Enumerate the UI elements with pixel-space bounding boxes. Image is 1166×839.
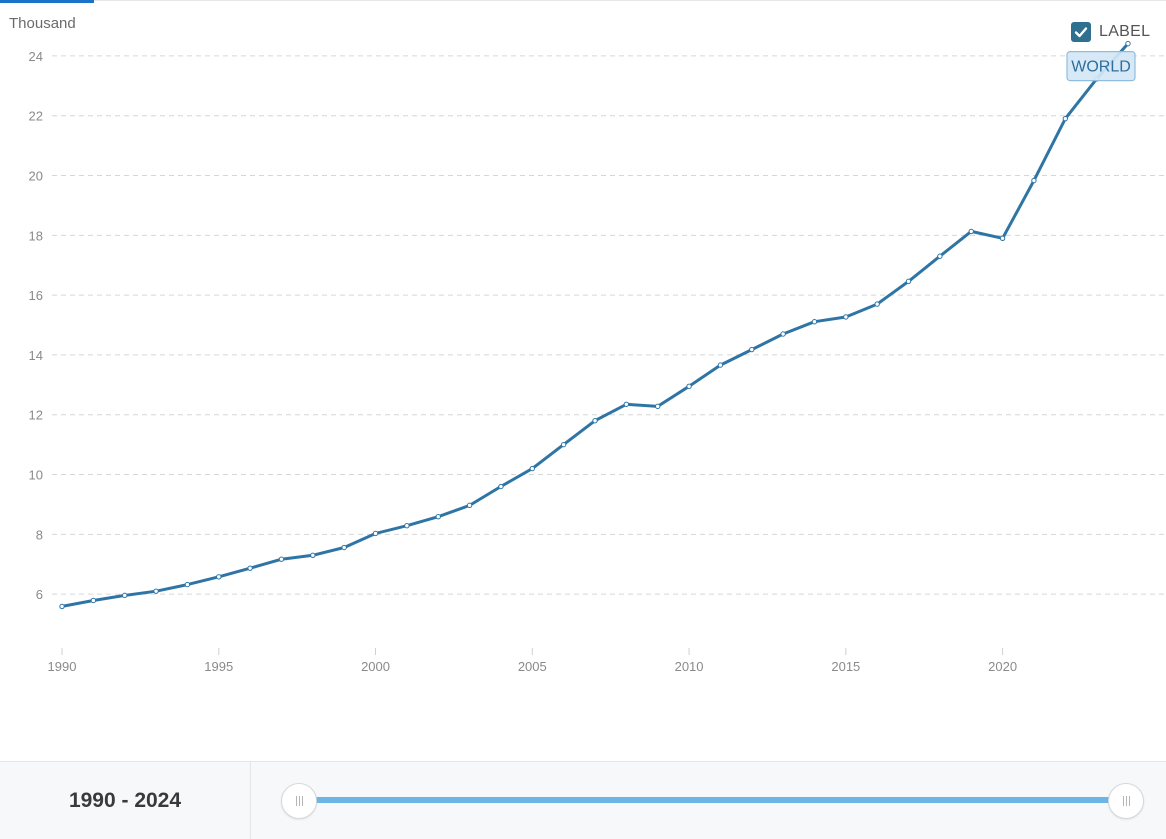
- data-point: [59, 603, 65, 610]
- range-label: 1990 - 2024: [0, 762, 251, 839]
- data-point: [90, 597, 97, 604]
- x-tick-label: 2015: [831, 659, 860, 674]
- range-start-handle[interactable]: [281, 783, 317, 819]
- y-tick-label: 12: [29, 408, 43, 423]
- y-tick-label: 22: [29, 109, 43, 124]
- data-point: [937, 253, 943, 259]
- series-tag-box: [1066, 51, 1136, 82]
- x-tick-label: 2020: [988, 659, 1017, 674]
- x-tick-label: 2005: [518, 659, 547, 674]
- y-tick-label: 14: [29, 348, 43, 363]
- data-point: [153, 588, 159, 594]
- data-point: [184, 581, 191, 588]
- data-point: [905, 278, 912, 285]
- x-tick-label: 2000: [361, 659, 390, 674]
- data-point: [1062, 115, 1068, 122]
- data-point: [1031, 177, 1037, 184]
- data-point: [780, 331, 786, 337]
- x-tick-label: 2010: [675, 659, 704, 674]
- label-toggle[interactable]: LABEL: [1071, 22, 1150, 42]
- data-point: [529, 465, 535, 472]
- grip-icon: [1122, 796, 1130, 806]
- y-tick-label: 20: [29, 169, 43, 184]
- series-line: [60, 42, 1130, 608]
- y-tick-label: 6: [36, 587, 43, 602]
- data-point: [874, 301, 880, 307]
- line-chart: 6 8 10 12 14 16 18 20 22 24 1990 1995 2000 2005 2010 20…: [29, 40, 1166, 674]
- data-point: [560, 441, 567, 448]
- y-axis-unit-label: Thousand: [9, 15, 76, 32]
- y-tick-label: 18: [29, 228, 43, 243]
- x-tick-label: 1990: [48, 659, 77, 674]
- label-toggle-text: LABEL: [1099, 23, 1151, 40]
- y-tick-label: 8: [36, 527, 43, 542]
- active-tab-indicator: [0, 0, 94, 3]
- range-end-handle[interactable]: [1108, 783, 1144, 819]
- data-point: [498, 483, 504, 490]
- top-rule: [0, 0, 1166, 1]
- data-point: [404, 522, 410, 529]
- data-point: [592, 418, 598, 424]
- data-point: [372, 530, 379, 537]
- grip-icon: [295, 796, 303, 806]
- y-tick-label: 24: [29, 49, 43, 64]
- series-name-label: WORLD: [1071, 59, 1131, 76]
- data-point: [466, 502, 473, 509]
- data-point: [843, 314, 849, 320]
- data-point: [435, 514, 441, 520]
- data-point: [655, 403, 661, 410]
- label-checkbox[interactable]: [1071, 22, 1091, 42]
- data-point: [247, 565, 253, 571]
- y-tick-label: 16: [29, 288, 43, 303]
- data-point: [122, 592, 128, 599]
- x-tick-label: 1995: [204, 659, 233, 674]
- data-point: [717, 362, 724, 368]
- data-point: [811, 319, 818, 325]
- data-point: [278, 556, 285, 562]
- y-tick-label: 10: [29, 468, 43, 483]
- data-point: [341, 544, 347, 551]
- data-point: [1125, 40, 1131, 47]
- checkmark-icon: [1074, 27, 1088, 38]
- data-point: [749, 346, 755, 353]
- data-point: [686, 383, 692, 390]
- data-point: [216, 574, 222, 580]
- range-slider-track[interactable]: [298, 797, 1126, 803]
- data-point: [968, 228, 974, 235]
- data-point: [999, 235, 1006, 242]
- data-point: [623, 401, 630, 407]
- time-range-footer: 1990 - 2024: [0, 761, 1166, 839]
- data-point: [310, 552, 316, 558]
